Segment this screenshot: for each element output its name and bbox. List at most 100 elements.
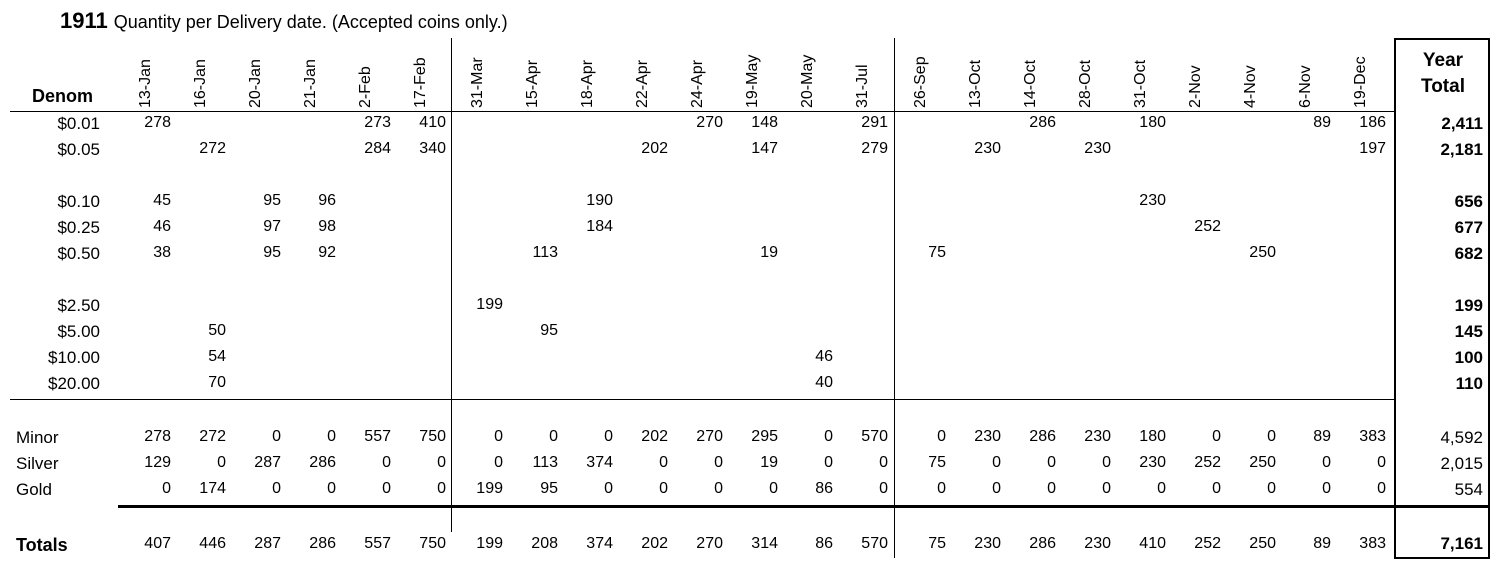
- table-cell: 113: [532, 244, 558, 261]
- table-cell: 86: [815, 480, 833, 497]
- table-cell: 180: [1139, 114, 1166, 131]
- table-cell: 0: [1212, 480, 1221, 497]
- table-cell: 0: [494, 428, 503, 445]
- table-cell: 0: [937, 428, 946, 445]
- table-cell: 273: [364, 114, 391, 131]
- table-cell: 750: [419, 535, 446, 552]
- year-total-cell: 677: [1454, 218, 1483, 237]
- title-text: Quantity per Delivery date. (Accepted co…: [113, 12, 508, 32]
- date-header: 28-Oct: [1077, 59, 1094, 108]
- table-cell: 0: [1267, 480, 1276, 497]
- date-header: 20-Jan: [247, 59, 264, 108]
- table-cell: 199: [476, 296, 503, 313]
- table-cell: 0: [272, 428, 281, 445]
- table-cell: 230: [1139, 192, 1166, 209]
- denom-header: Denom: [32, 86, 94, 106]
- table-cell: 446: [199, 535, 226, 552]
- date-header: 21-Jan: [302, 59, 319, 108]
- table-cell: 374: [586, 454, 613, 471]
- table-cell: 230: [1084, 535, 1111, 552]
- table-cell: 0: [824, 454, 833, 471]
- group-label: Minor: [16, 428, 59, 447]
- table-cell: 0: [1212, 428, 1221, 445]
- table-cell: 0: [1322, 454, 1331, 471]
- table-cell: 279: [861, 140, 888, 157]
- date-header: 31-Oct: [1132, 59, 1149, 108]
- table-cell: 38: [153, 244, 171, 261]
- table-cell: 0: [1322, 480, 1331, 497]
- table-cell: 230: [974, 140, 1001, 157]
- table-cell: 570: [861, 428, 888, 445]
- table-cell: 95: [263, 244, 281, 261]
- table-cell: 252: [1194, 454, 1221, 471]
- table-cell: 270: [696, 535, 723, 552]
- table-cell: 383: [1359, 535, 1386, 552]
- table-cell: 252: [1194, 535, 1221, 552]
- table-cell: 272: [199, 428, 226, 445]
- year-total-cell: 682: [1454, 244, 1483, 263]
- table-cell: 287: [254, 454, 281, 471]
- group-label: Silver: [16, 454, 59, 473]
- table-cell: 0: [769, 480, 778, 497]
- table-cell: 86: [815, 535, 833, 552]
- year-total-cell: 2,411: [1441, 114, 1483, 133]
- group-rule: [10, 399, 1396, 400]
- table-cell: 410: [419, 114, 446, 131]
- date-header: 24-Apr: [689, 59, 706, 108]
- year-total-header-line1: Year: [1422, 50, 1464, 71]
- table-cell: 199: [476, 480, 503, 497]
- denom-label: $20.00: [48, 374, 100, 393]
- denom-label: $0.05: [57, 140, 100, 159]
- table-cell: 407: [144, 535, 171, 552]
- table-cell: 270: [696, 428, 723, 445]
- date-header: 19-Dec: [1352, 56, 1369, 108]
- date-header: 31-Mar: [469, 57, 486, 108]
- table-cell: 202: [641, 535, 668, 552]
- table-cell: 98: [318, 218, 336, 235]
- date-header: 19-May: [744, 54, 761, 108]
- table-cell: 197: [1359, 140, 1386, 157]
- table-cell: 208: [531, 535, 558, 552]
- table-cell: 95: [540, 480, 558, 497]
- table-cell: 19: [760, 244, 778, 261]
- date-header: 22-Apr: [634, 59, 651, 108]
- table-cell: 0: [1157, 480, 1166, 497]
- table-cell: 284: [364, 140, 391, 157]
- date-header: 13-Jan: [137, 59, 154, 108]
- table-cell: 287: [254, 535, 281, 552]
- table-cell: 570: [861, 535, 888, 552]
- table-cell: 0: [992, 480, 1001, 497]
- table-cell: 202: [641, 428, 668, 445]
- date-header: 14-Oct: [1022, 59, 1039, 108]
- date-header: 17-Feb: [412, 57, 429, 108]
- table-cell: 0: [879, 480, 888, 497]
- table-cell: 278: [144, 428, 171, 445]
- table-cell: 174: [199, 480, 226, 497]
- table-cell: 0: [327, 428, 336, 445]
- table-cell: 0: [437, 480, 446, 497]
- table-cell: 230: [974, 428, 1001, 445]
- table-cell: 286: [309, 535, 336, 552]
- table-cell: 0: [382, 480, 391, 497]
- table-cell: 95: [263, 192, 281, 209]
- table-cell: 89: [1313, 114, 1331, 131]
- table-cell: 148: [751, 114, 778, 131]
- table-cell: 113: [532, 454, 558, 471]
- year-total-cell: 100: [1454, 348, 1483, 367]
- year-total-cell: 2,181: [1440, 140, 1483, 159]
- year-total-cell: 4,592: [1440, 428, 1483, 447]
- table-cell: 0: [604, 480, 613, 497]
- table-cell: 0: [659, 480, 668, 497]
- year-total-cell: 554: [1454, 480, 1483, 499]
- denom-label: $0.01: [57, 114, 100, 133]
- table-cell: 410: [1139, 535, 1166, 552]
- date-header: 15-Apr: [524, 59, 541, 108]
- table-cell: 250: [1249, 535, 1276, 552]
- table-cell: 0: [437, 454, 446, 471]
- table-cell: 286: [1029, 428, 1056, 445]
- denom-label: $0.25: [57, 218, 100, 237]
- table-cell: 0: [272, 480, 281, 497]
- date-header: 26-Sep: [912, 56, 929, 108]
- table-cell: 230: [974, 535, 1001, 552]
- date-header: 31-Jul: [854, 64, 871, 108]
